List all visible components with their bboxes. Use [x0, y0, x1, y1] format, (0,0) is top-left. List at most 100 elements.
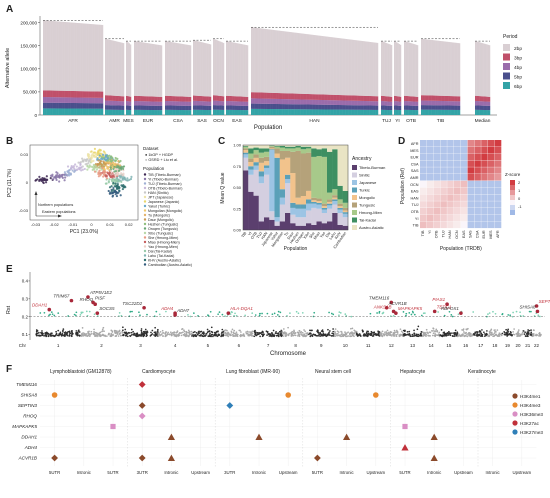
snp-point — [132, 333, 135, 336]
bar-segment-4bp — [445, 101, 448, 106]
bar-segment-5bp — [370, 105, 373, 110]
bar-segment-2bp — [396, 42, 398, 97]
snp-point — [187, 331, 190, 334]
bar-segment-2bp — [367, 41, 369, 96]
group-label: TIB — [437, 118, 444, 124]
snp-point — [248, 331, 250, 333]
bar-segment-3bp — [431, 95, 434, 101]
stacked-bar-segment — [295, 145, 301, 146]
heatmap-cell — [460, 194, 468, 201]
heatmap-cell — [454, 140, 461, 147]
bar-segment-2bp — [331, 37, 333, 95]
snp-point — [368, 333, 371, 336]
snp-point — [211, 333, 214, 336]
bar-segment-3bp — [322, 94, 325, 101]
snp-point — [429, 335, 431, 337]
bar-segment-3bp — [205, 96, 207, 102]
bar-segment-5bp — [479, 105, 482, 110]
bar-segment-4bp — [330, 100, 332, 105]
snp-point — [202, 333, 205, 335]
bar-segment-6bp — [334, 109, 337, 115]
bar-segment-3bp — [350, 95, 352, 101]
snp-point — [139, 314, 141, 317]
bar-segment-2bp — [229, 41, 232, 96]
snp-point — [96, 315, 99, 317]
bar-segment-4bp — [46, 97, 49, 103]
bar-segment-3bp — [298, 93, 301, 100]
y-axis-label: Rst — [6, 305, 12, 314]
bar-segment-4bp — [273, 98, 276, 104]
heatmap-cell — [467, 187, 475, 195]
snp-point — [457, 313, 460, 316]
bar-segment-3bp — [143, 96, 146, 102]
pca-point — [58, 180, 61, 183]
snp-point — [88, 335, 91, 338]
snp-point — [378, 310, 381, 313]
snp-point — [118, 315, 120, 317]
bar-segment-2bp — [451, 42, 454, 97]
bar-segment-3bp — [62, 90, 64, 98]
bar-segment-6bp — [99, 108, 101, 115]
heatmap-cell — [454, 146, 461, 154]
bar-segment-2bp — [159, 45, 162, 97]
snp-point — [266, 312, 269, 315]
snp-point — [129, 335, 132, 337]
bar-segment-3bp — [264, 92, 266, 99]
bar-segment-3bp — [160, 96, 163, 102]
snp-point — [353, 335, 355, 338]
snp-point — [161, 329, 164, 332]
snp-point — [40, 332, 43, 335]
bar-segment-2bp — [118, 41, 120, 97]
snp-point — [209, 332, 211, 335]
bar-segment-6bp — [187, 110, 189, 115]
bar-segment-2bp — [309, 34, 312, 95]
stacked-bar-segment — [253, 162, 259, 166]
snp-point — [344, 313, 347, 315]
stacked-bar-segment — [274, 225, 280, 230]
gene-label: TSC22D2 — [122, 301, 142, 306]
bar-segment-6bp — [416, 110, 419, 115]
pca-point — [90, 150, 93, 153]
x-tick-label: Tu — [284, 231, 290, 237]
bar-segment-2bp — [484, 43, 486, 97]
bar-segment-4bp — [94, 97, 97, 104]
bar-segment-5bp — [368, 105, 370, 110]
snp-point — [166, 333, 169, 336]
snp-point — [456, 331, 459, 334]
heatmap-cell — [494, 221, 502, 229]
bar-segment-5bp — [430, 105, 432, 110]
histone-mark — [430, 433, 438, 440]
pca-point — [96, 153, 99, 157]
group-label: YI — [395, 118, 400, 124]
snp-point — [71, 331, 73, 334]
bar-segment-5bp — [122, 105, 125, 110]
stacked-bar-segment — [300, 145, 307, 147]
snp-point — [114, 335, 117, 337]
bar-segment-5bp — [394, 105, 396, 110]
bar-segment-6bp — [188, 110, 191, 115]
snp-point — [334, 328, 337, 330]
snp-point — [162, 331, 165, 334]
bar-segment-6bp — [207, 110, 209, 115]
bar-segment-6bp — [343, 109, 345, 115]
stacked-bar-segment — [253, 195, 259, 230]
snp-point — [103, 334, 105, 337]
bar-segment-3bp — [180, 96, 182, 102]
snp-point — [157, 332, 160, 335]
bar-segment-2bp — [286, 31, 289, 94]
col-label: OTB — [435, 230, 439, 238]
bar-segment-5bp — [373, 105, 375, 110]
bar-segment-3bp — [195, 95, 197, 101]
snp-point — [39, 312, 42, 314]
bar-segment-4bp — [412, 101, 414, 106]
snp-point — [291, 330, 294, 333]
bar-segment-2bp — [226, 41, 228, 96]
snp-point — [75, 311, 78, 314]
snp-point — [287, 333, 290, 336]
pca-point — [102, 150, 105, 153]
bar-segment-2bp — [137, 41, 140, 96]
bar-segment-5bp — [409, 105, 412, 110]
snp-point — [246, 330, 249, 333]
heatmap-cell — [474, 140, 481, 147]
